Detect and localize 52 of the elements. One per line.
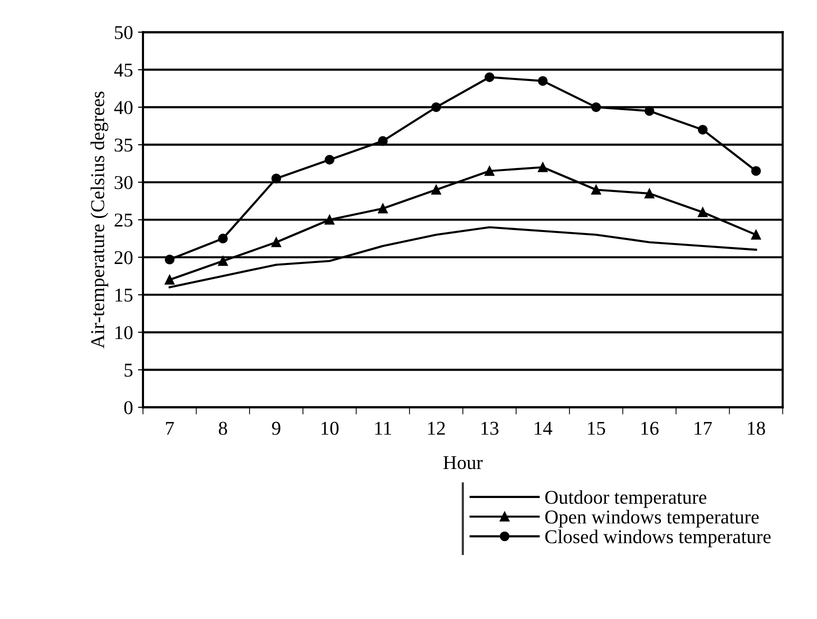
x-tick-label: 11 <box>375 422 392 435</box>
point <box>538 162 548 172</box>
y-tick-label: 10 <box>116 326 133 340</box>
x-tick-label: 12 <box>428 422 445 435</box>
point <box>644 188 654 198</box>
x-axis-title: Hour <box>443 456 483 470</box>
legend-label: Outdoor temperature <box>545 490 706 508</box>
x-tick-label: 15 <box>588 422 606 435</box>
point <box>698 124 708 135</box>
y-tick-label: 40 <box>114 101 133 114</box>
legend-label: Closed windows temperature <box>545 530 771 548</box>
point <box>271 237 282 248</box>
y-tick-label: 15 <box>116 288 132 302</box>
x-tick-label: 8 <box>218 422 228 435</box>
point <box>164 254 174 264</box>
y-tick-label: 20 <box>114 251 133 264</box>
point <box>484 72 494 82</box>
point <box>324 214 334 225</box>
x-tick-label: 18 <box>748 422 766 435</box>
point <box>538 76 548 86</box>
point <box>698 207 708 218</box>
point <box>218 256 228 266</box>
y-tick-label: 35 <box>114 138 132 152</box>
x-tick-label: 13 <box>481 422 498 435</box>
y-axis-title: Air-temperature (Celsius degrees <box>90 92 108 348</box>
x-tick-label: 17 <box>694 422 712 435</box>
point <box>378 204 388 214</box>
y-tick-label: 25 <box>114 214 132 227</box>
y-tick-label: 45 <box>114 64 132 77</box>
point <box>644 106 654 116</box>
point <box>484 166 494 176</box>
x-tick-label: 7 <box>166 422 174 435</box>
y-tick-label: 0 <box>124 401 133 414</box>
x-tick-label: 16 <box>641 422 659 435</box>
y-tick-label: 5 <box>124 364 132 377</box>
x-tick-label: 10 <box>322 422 339 435</box>
point <box>591 102 601 112</box>
y-tick-label: 50 <box>114 26 133 40</box>
x-tick-label: 14 <box>534 422 552 435</box>
point <box>751 230 761 240</box>
point <box>218 234 228 244</box>
x-tick-label: 9 <box>272 422 280 435</box>
point <box>591 184 601 195</box>
point <box>324 154 334 165</box>
point <box>378 136 388 146</box>
point <box>751 166 761 176</box>
legend-label: Open windows temperature <box>545 510 759 528</box>
point <box>431 184 442 195</box>
point <box>271 174 282 184</box>
point <box>431 102 442 112</box>
point <box>164 274 174 285</box>
y-tick-label: 30 <box>114 176 133 190</box>
